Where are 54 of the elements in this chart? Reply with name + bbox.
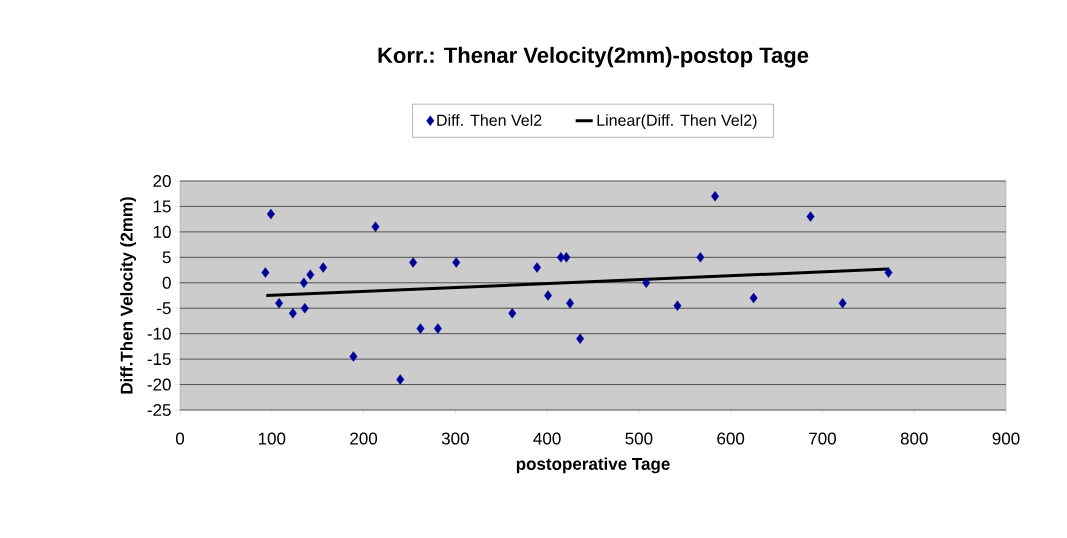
x-tick-label: 200 xyxy=(350,432,378,445)
y-tick-label: -15 xyxy=(147,353,171,366)
point xyxy=(749,292,758,304)
y-tick-label: 0 xyxy=(162,276,171,289)
point xyxy=(576,333,585,344)
y-tick-label: 20 xyxy=(153,174,171,188)
x-tick-label: 700 xyxy=(809,432,836,445)
y-axis-title: Diff.Then Velocity (2mm) xyxy=(120,197,137,394)
y-tick-label: -5 xyxy=(157,302,171,315)
point xyxy=(300,303,309,314)
point xyxy=(673,300,682,311)
point xyxy=(319,262,328,273)
x-tick-label: 300 xyxy=(441,432,469,445)
legend-label: Linear(Diff. Then Vel2) xyxy=(597,114,757,130)
point xyxy=(642,277,651,288)
x-tick-label: 0 xyxy=(175,432,185,445)
point xyxy=(711,191,720,202)
x-tick-label: 800 xyxy=(900,432,928,445)
point xyxy=(433,323,442,334)
y-tick-label: -20 xyxy=(147,378,171,391)
legend-label: Diff. Then Vel2 xyxy=(437,114,542,126)
point xyxy=(533,262,541,273)
point xyxy=(416,323,425,334)
point xyxy=(396,374,405,385)
point xyxy=(544,290,552,301)
point xyxy=(696,252,705,263)
point xyxy=(452,257,461,268)
x-axis-title: postoperative Tage xyxy=(516,457,670,474)
point xyxy=(299,277,308,288)
point xyxy=(508,308,517,319)
point xyxy=(371,221,380,232)
point xyxy=(266,208,275,220)
point xyxy=(306,269,315,280)
x-tick-label: 600 xyxy=(717,432,745,445)
point xyxy=(838,297,847,309)
x-tick-label: 100 xyxy=(258,432,286,445)
point xyxy=(288,308,297,319)
point xyxy=(562,252,571,263)
y-tick-label: -25 xyxy=(147,403,171,417)
x-tick-label: 400 xyxy=(533,432,561,445)
point xyxy=(409,257,418,268)
y-tick-label: 10 xyxy=(153,225,171,238)
point xyxy=(566,297,575,309)
y-tick-label: -10 xyxy=(147,327,171,340)
x-tick-label: 500 xyxy=(625,432,653,445)
x-tick-label: 900 xyxy=(992,432,1020,445)
point xyxy=(275,297,284,309)
point xyxy=(349,351,358,362)
point xyxy=(884,267,893,278)
chart-title: Korr.: Thenar Velocity(2mm)-postop Tage xyxy=(378,46,809,68)
point xyxy=(261,267,270,278)
y-tick-label: 5 xyxy=(162,251,171,264)
y-tick-label: 15 xyxy=(153,200,171,213)
point xyxy=(806,211,815,222)
